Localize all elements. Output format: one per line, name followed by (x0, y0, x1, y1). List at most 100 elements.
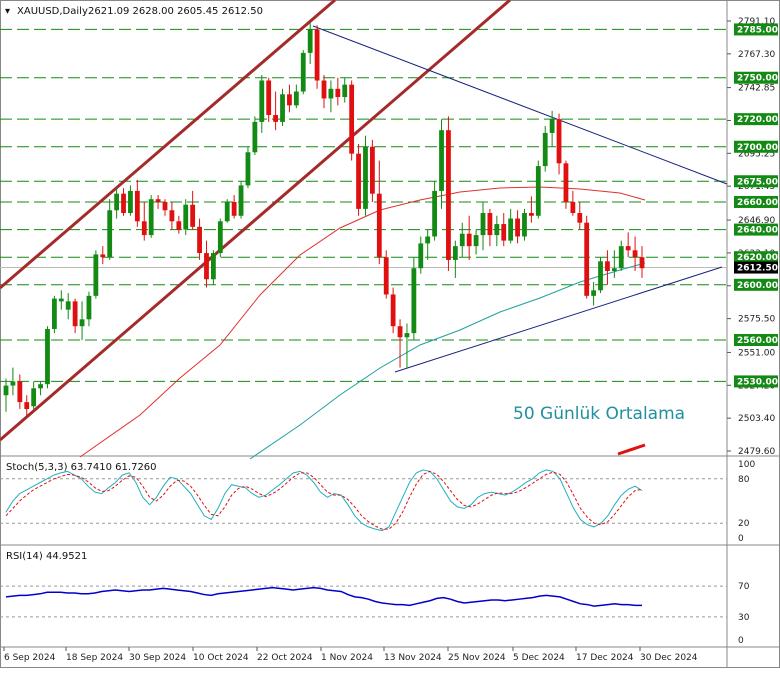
candle-bull (293, 91, 299, 106)
level-tag-label: 2660.00 (737, 198, 778, 208)
candle-bear (584, 222, 590, 296)
candle-bull (473, 235, 479, 247)
candle-bear (466, 233, 472, 247)
candle-bull (280, 94, 285, 122)
candle-bear (632, 250, 638, 258)
candle-bear (383, 257, 389, 295)
candle-bull (611, 268, 617, 271)
candle-bear (335, 88, 341, 98)
rsi-tick-label: 70 (738, 582, 750, 592)
candle-bull (65, 301, 71, 310)
candle-bear (100, 254, 106, 258)
candles (3, 22, 645, 416)
stoch-tick-label: 0 (738, 534, 744, 544)
candle-bull (210, 253, 216, 280)
stoch-tick-label: 20 (738, 519, 750, 529)
candle-bear (446, 130, 451, 260)
time-tick-label: 10 Oct 2024 (193, 653, 249, 663)
candle-bear (169, 210, 175, 222)
level-tag-label: 2675.00 (737, 177, 778, 187)
candle-bull (618, 246, 624, 269)
dropdown-triangle-icon[interactable]: ▾ (5, 6, 10, 17)
candle-bear (376, 193, 382, 258)
candle-bull (148, 199, 154, 236)
level-tag-bg (734, 113, 778, 126)
candle-bull (245, 152, 251, 186)
stochastic-panel: 100 80 20 0 (0, 460, 755, 544)
level-tag-label: 2560.00 (737, 336, 778, 346)
candle-bull (404, 333, 410, 338)
stoch-main-line (5, 469, 643, 532)
channel-upper-line (0, 0, 336, 290)
stoch-title: Stoch(5,3,3) 63.7410 61.7260 (6, 462, 157, 473)
candle-bull (259, 80, 265, 122)
support-trendline (394, 266, 723, 373)
rsi-panel: 70 30 0 (0, 582, 750, 646)
candle-bull (38, 384, 43, 389)
candle-bull (224, 201, 230, 222)
candle-bear (176, 221, 182, 230)
level-tag-bg (734, 334, 778, 347)
resistance-trendline (312, 25, 728, 185)
level-tag-label: 2700.00 (737, 143, 778, 153)
candle-bear (231, 201, 237, 216)
candle-bull (51, 298, 57, 329)
price-tick-label: 2551.00 (738, 348, 775, 358)
price-tick-label: 2503.40 (738, 414, 775, 424)
level-tag-label: 2620.00 (737, 253, 778, 263)
level-tag-label: 2785.00 (737, 25, 778, 35)
candle-bull (328, 88, 334, 99)
candle-bull (494, 224, 500, 236)
price-tick-label: 2767.30 (738, 50, 775, 60)
candle-bull (128, 190, 133, 214)
level-tag-label: 2640.00 (737, 226, 778, 236)
candle-bull (425, 236, 431, 244)
candle-bull (307, 29, 313, 53)
rsi-title: RSI(14) 44.9521 (6, 551, 87, 562)
annotation-arrow (617, 443, 646, 456)
candle-bear (273, 115, 279, 122)
channel-lower-line (0, 0, 511, 442)
last-price-tag: 2612.50 (737, 264, 778, 274)
candle-bull (252, 121, 258, 153)
candle-bear (515, 218, 520, 237)
stoch-tick-label: 80 (738, 475, 750, 485)
rsi-line (5, 586, 642, 607)
candle-bear (190, 204, 196, 227)
time-tick-label: 30 Dec 2024 (640, 653, 698, 663)
candle-bull (508, 218, 514, 241)
candle-bull (3, 385, 9, 396)
level-tag-bg (734, 71, 778, 84)
chart-symbol: XAUUSD,Daily (17, 6, 88, 17)
level-tag-bg (734, 251, 778, 264)
candle-bull (363, 146, 368, 209)
candle-bear (369, 146, 375, 194)
candle-bull (418, 243, 424, 269)
horizontal-levels (0, 28, 727, 382)
time-tick-label: 22 Oct 2024 (257, 653, 313, 663)
candle-bull (480, 213, 486, 236)
candle-bull (439, 130, 444, 191)
candle-bull (300, 52, 306, 92)
candle-bull (535, 166, 541, 216)
level-tag-bg (734, 140, 778, 153)
candle-bear (287, 94, 292, 106)
candle-bear (72, 301, 78, 327)
candle-bull (79, 319, 85, 327)
time-axis: 6 Sep 2024 18 Sep 2024 30 Sep 2024 10 Oct 2… (3, 647, 698, 663)
candle-bull (10, 381, 16, 386)
last-price-tag-bg (734, 261, 778, 274)
level-tag-bg (734, 375, 778, 388)
candle-bear (162, 201, 168, 211)
candle-bear (390, 294, 396, 327)
candle-bull (522, 213, 527, 237)
time-tick-label: 30 Sep 2024 (129, 653, 186, 663)
candle-bull (114, 193, 120, 211)
time-tick-label: 17 Dec 2024 (576, 653, 634, 663)
candle-bear (625, 246, 631, 251)
candle-bear (321, 80, 327, 99)
candle-bear (204, 253, 209, 280)
candle-bear (356, 153, 361, 209)
candle-bear (121, 193, 126, 214)
